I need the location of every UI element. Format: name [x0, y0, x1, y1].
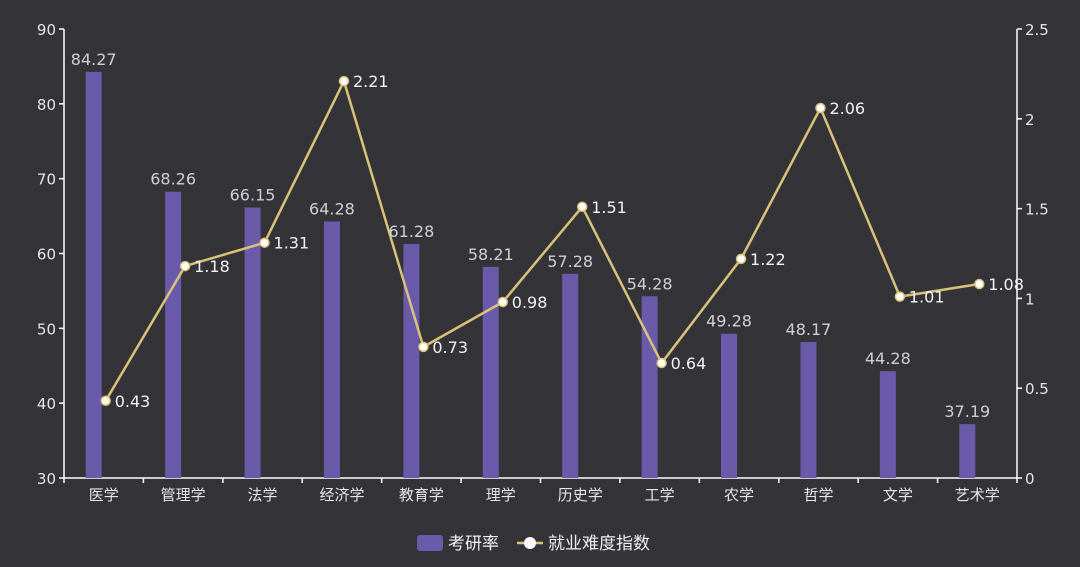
bar-value-label: 84.27 [71, 50, 117, 69]
line-value-label: 1.08 [988, 275, 1024, 294]
bar-series [85, 71, 976, 479]
left-tick-label: 80 [37, 96, 56, 114]
line-point [656, 357, 667, 369]
bar-value-label: 54.28 [627, 274, 673, 293]
legend-bar-swatch [417, 535, 443, 551]
category-label: 历史学 [558, 486, 603, 504]
legend: 考研率 就业难度指数 [417, 534, 650, 554]
data-labels: 84.27 68.26 66.15 64.28 61.28 58.21 57.28 54.28… [71, 50, 1024, 421]
bar [482, 266, 499, 478]
bar [323, 221, 340, 479]
bar [959, 424, 976, 478]
category-label: 法学 [248, 486, 278, 504]
right-tick-label: 0.5 [1025, 380, 1049, 398]
bar [403, 243, 420, 478]
line-point [576, 201, 588, 213]
bar-value-label: 44.28 [865, 349, 911, 368]
bar-value-label: 66.15 [230, 185, 276, 204]
right-tick-label: 0 [1025, 470, 1035, 488]
bar [165, 191, 182, 478]
category-label: 教育学 [399, 486, 444, 504]
bar [562, 273, 579, 478]
category-label: 管理学 [161, 486, 206, 504]
right-tick-label: 1.5 [1025, 201, 1049, 219]
line-value-label: 1.18 [194, 257, 230, 276]
left-tick-label: 40 [37, 395, 56, 413]
line-value-label: 2.21 [353, 72, 389, 91]
category-label: 艺术学 [955, 486, 1000, 504]
right-tick-label: 2.5 [1025, 21, 1049, 39]
bar-value-label: 68.26 [150, 170, 196, 189]
left-tick-label: 30 [37, 470, 56, 488]
line-value-label: 2.06 [829, 99, 865, 118]
bar-value-label: 58.21 [468, 245, 514, 264]
right-tick-label: 1 [1025, 290, 1035, 308]
left-tick-label: 70 [37, 171, 56, 189]
line-value-label: 0.98 [512, 293, 548, 312]
line-series [100, 75, 985, 407]
bar [721, 333, 738, 478]
bar-value-label: 64.28 [309, 199, 355, 218]
bar [85, 71, 102, 478]
category-label: 文学 [883, 486, 913, 504]
bar-value-label: 37.19 [944, 402, 990, 421]
line-point [338, 75, 350, 87]
line-point [815, 102, 826, 114]
line-path [104, 79, 980, 402]
line-point [894, 291, 906, 302]
line-point [418, 341, 429, 353]
right-tick-label: 2 [1025, 111, 1035, 129]
line-value-label: 1.22 [750, 250, 786, 269]
line-point [497, 296, 509, 308]
line-value-label: 1.01 [909, 288, 945, 307]
bar-value-label: 48.17 [786, 320, 832, 339]
legend-bar-label: 考研率 [448, 534, 499, 554]
bar-value-label: 57.28 [547, 252, 593, 271]
category-label: 农学 [724, 486, 754, 504]
bar-value-label: 49.28 [706, 312, 752, 331]
line-point [974, 278, 985, 290]
line-point [100, 395, 111, 407]
legend-point-swatch [524, 537, 536, 549]
line-point [259, 237, 270, 248]
bar [879, 371, 896, 478]
category-label: 理学 [486, 486, 516, 504]
left-tick-label: 50 [37, 320, 56, 338]
chart-axes: 30 40 50 60 70 80 90 0 0.5 1 1.5 2 2.5 医学 管理学 法学 经济学 教育学 理… [37, 21, 1049, 504]
legend-line-label: 就业难度指数 [548, 534, 650, 554]
bar [244, 207, 261, 479]
line-point [179, 260, 191, 272]
line-value-label: 0.43 [115, 392, 151, 411]
category-label: 医学 [89, 486, 119, 504]
line-point [735, 253, 747, 265]
left-tick-label: 90 [37, 21, 56, 39]
left-tick-label: 60 [37, 246, 56, 264]
bar [800, 342, 817, 478]
line-value-label: 1.31 [274, 234, 310, 253]
line-value-label: 1.51 [591, 198, 627, 217]
bar-value-label: 61.28 [388, 222, 434, 241]
line-value-label: 0.64 [671, 354, 707, 373]
line-value-label: 0.73 [432, 338, 468, 357]
category-label: 哲学 [803, 486, 833, 504]
category-label: 工学 [645, 486, 675, 504]
bar [641, 296, 658, 478]
category-label: 经济学 [319, 486, 364, 504]
